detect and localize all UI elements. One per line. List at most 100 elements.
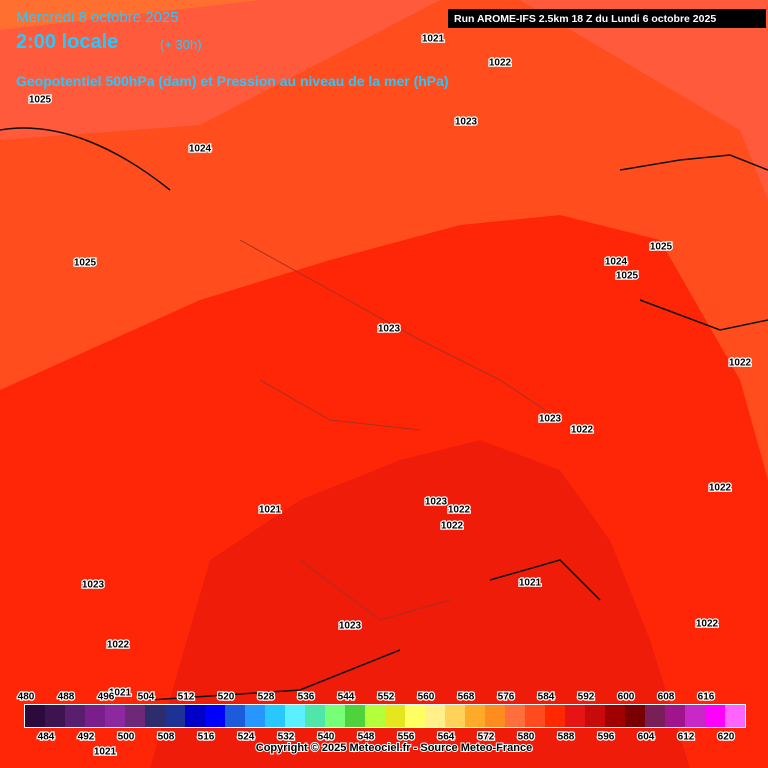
legend-label: 544 xyxy=(338,692,355,703)
legend-label: 480 xyxy=(18,692,35,703)
legend-cell xyxy=(605,705,625,727)
zone-588 xyxy=(0,0,260,30)
isobar-label: 1023 xyxy=(378,324,401,335)
coastline xyxy=(0,127,768,701)
lead-time: (+ 30h) xyxy=(160,37,202,52)
isobar-label: 1022 xyxy=(107,640,130,651)
isobar-label: 1022 xyxy=(729,358,752,369)
legend-label: 600 xyxy=(618,692,635,703)
legend-label: 596 xyxy=(598,732,615,743)
legend-cell xyxy=(365,705,385,727)
legend-label: 504 xyxy=(138,692,155,703)
legend-label: 592 xyxy=(578,692,595,703)
legend-cell xyxy=(325,705,345,727)
legend-label: 576 xyxy=(498,692,515,703)
run-box xyxy=(448,9,766,28)
legend-label: 528 xyxy=(258,692,275,703)
legend-label: 540 xyxy=(318,732,335,743)
legend-label: 520 xyxy=(218,692,235,703)
legend-label: 604 xyxy=(638,732,655,743)
legend-cell xyxy=(245,705,265,727)
legend-cell xyxy=(585,705,605,727)
legend-label: 560 xyxy=(418,692,435,703)
legend-cell xyxy=(385,705,405,727)
legend-label: 484 xyxy=(38,732,55,743)
isobar-label: 1024 xyxy=(605,257,628,268)
isobar-label: 1022 xyxy=(696,619,719,630)
legend-cell xyxy=(525,705,545,727)
legend-label: 508 xyxy=(158,732,175,743)
legend-cell xyxy=(725,705,745,727)
isobar-label: 1021 xyxy=(259,505,282,516)
legend-label: 616 xyxy=(698,692,715,703)
legend-label: 608 xyxy=(658,692,675,703)
legend-cell xyxy=(85,705,105,727)
date: Mercredi 8 octobre 2025 xyxy=(16,9,179,26)
legend-cell xyxy=(285,705,305,727)
legend-label: 620 xyxy=(718,732,735,743)
legend-cell xyxy=(25,705,45,727)
legend-cell xyxy=(225,705,245,727)
legend-cell xyxy=(445,705,465,727)
legend-cell xyxy=(305,705,325,727)
legend-cell xyxy=(345,705,365,727)
legend-cell xyxy=(405,705,425,727)
legend-cell xyxy=(625,705,645,727)
legend-cell xyxy=(165,705,185,727)
isobar-label: 1023 xyxy=(539,414,562,425)
legend-cell xyxy=(125,705,145,727)
isobar-label: 1021 xyxy=(109,688,132,699)
legend-label: 488 xyxy=(58,692,75,703)
legend-label: 572 xyxy=(478,732,495,743)
zone-572 xyxy=(150,440,690,768)
legend-label: 492 xyxy=(78,732,95,743)
time: 2:00 locale xyxy=(16,31,118,53)
isobar-label: 1025 xyxy=(29,95,52,106)
legend-label: 500 xyxy=(118,732,135,743)
isobar-label: 1023 xyxy=(455,117,478,128)
isobar-label: 1021 xyxy=(519,578,542,589)
isobar-label: 1024 xyxy=(189,144,212,155)
legend-cell xyxy=(485,705,505,727)
legend-label: 588 xyxy=(558,732,575,743)
isobar-label: 1025 xyxy=(650,242,673,253)
isobar-label: 1023 xyxy=(82,580,105,591)
isobar-label: 1023 xyxy=(339,621,362,632)
legend-label: 580 xyxy=(518,732,535,743)
isobar-label: 1022 xyxy=(441,521,464,532)
legend-cell xyxy=(265,705,285,727)
legend-label: 532 xyxy=(278,732,295,743)
legend-label: 564 xyxy=(438,732,455,743)
legend-label: 496 xyxy=(98,692,115,703)
legend-cell xyxy=(45,705,65,727)
isobar-label: 1025 xyxy=(616,271,639,282)
legend-cell xyxy=(145,705,165,727)
legend-cell xyxy=(685,705,705,727)
run-info: Run AROME-IFS 2.5km 18 Z du Lundi 6 octo… xyxy=(454,13,716,25)
zone-584 xyxy=(0,0,768,200)
legend-cell xyxy=(105,705,125,727)
legend-label: 524 xyxy=(238,732,255,743)
legend-label: 512 xyxy=(178,692,195,703)
legend-cell xyxy=(545,705,565,727)
legend-cell xyxy=(65,705,85,727)
isobar-label: 1023 xyxy=(425,497,448,508)
legend-cell xyxy=(665,705,685,727)
legend-label: 584 xyxy=(538,692,555,703)
legend-cell xyxy=(645,705,665,727)
legend-label: 552 xyxy=(378,692,395,703)
legend-cell xyxy=(465,705,485,727)
isobar-label: 1025 xyxy=(74,258,97,269)
legend-cell xyxy=(425,705,445,727)
isobar-label: 1022 xyxy=(448,505,471,516)
legend-cell xyxy=(565,705,585,727)
isobar-label: 1022 xyxy=(489,58,512,69)
legend-cell xyxy=(505,705,525,727)
border xyxy=(239,239,561,621)
isobar-label: 1022 xyxy=(709,483,732,494)
legend-label: 612 xyxy=(678,732,695,743)
legend-label: 568 xyxy=(458,692,475,703)
legend-label: 548 xyxy=(358,732,375,743)
subtitle: Geopotentiel 500hPa (dam) et Pression au… xyxy=(16,73,449,89)
